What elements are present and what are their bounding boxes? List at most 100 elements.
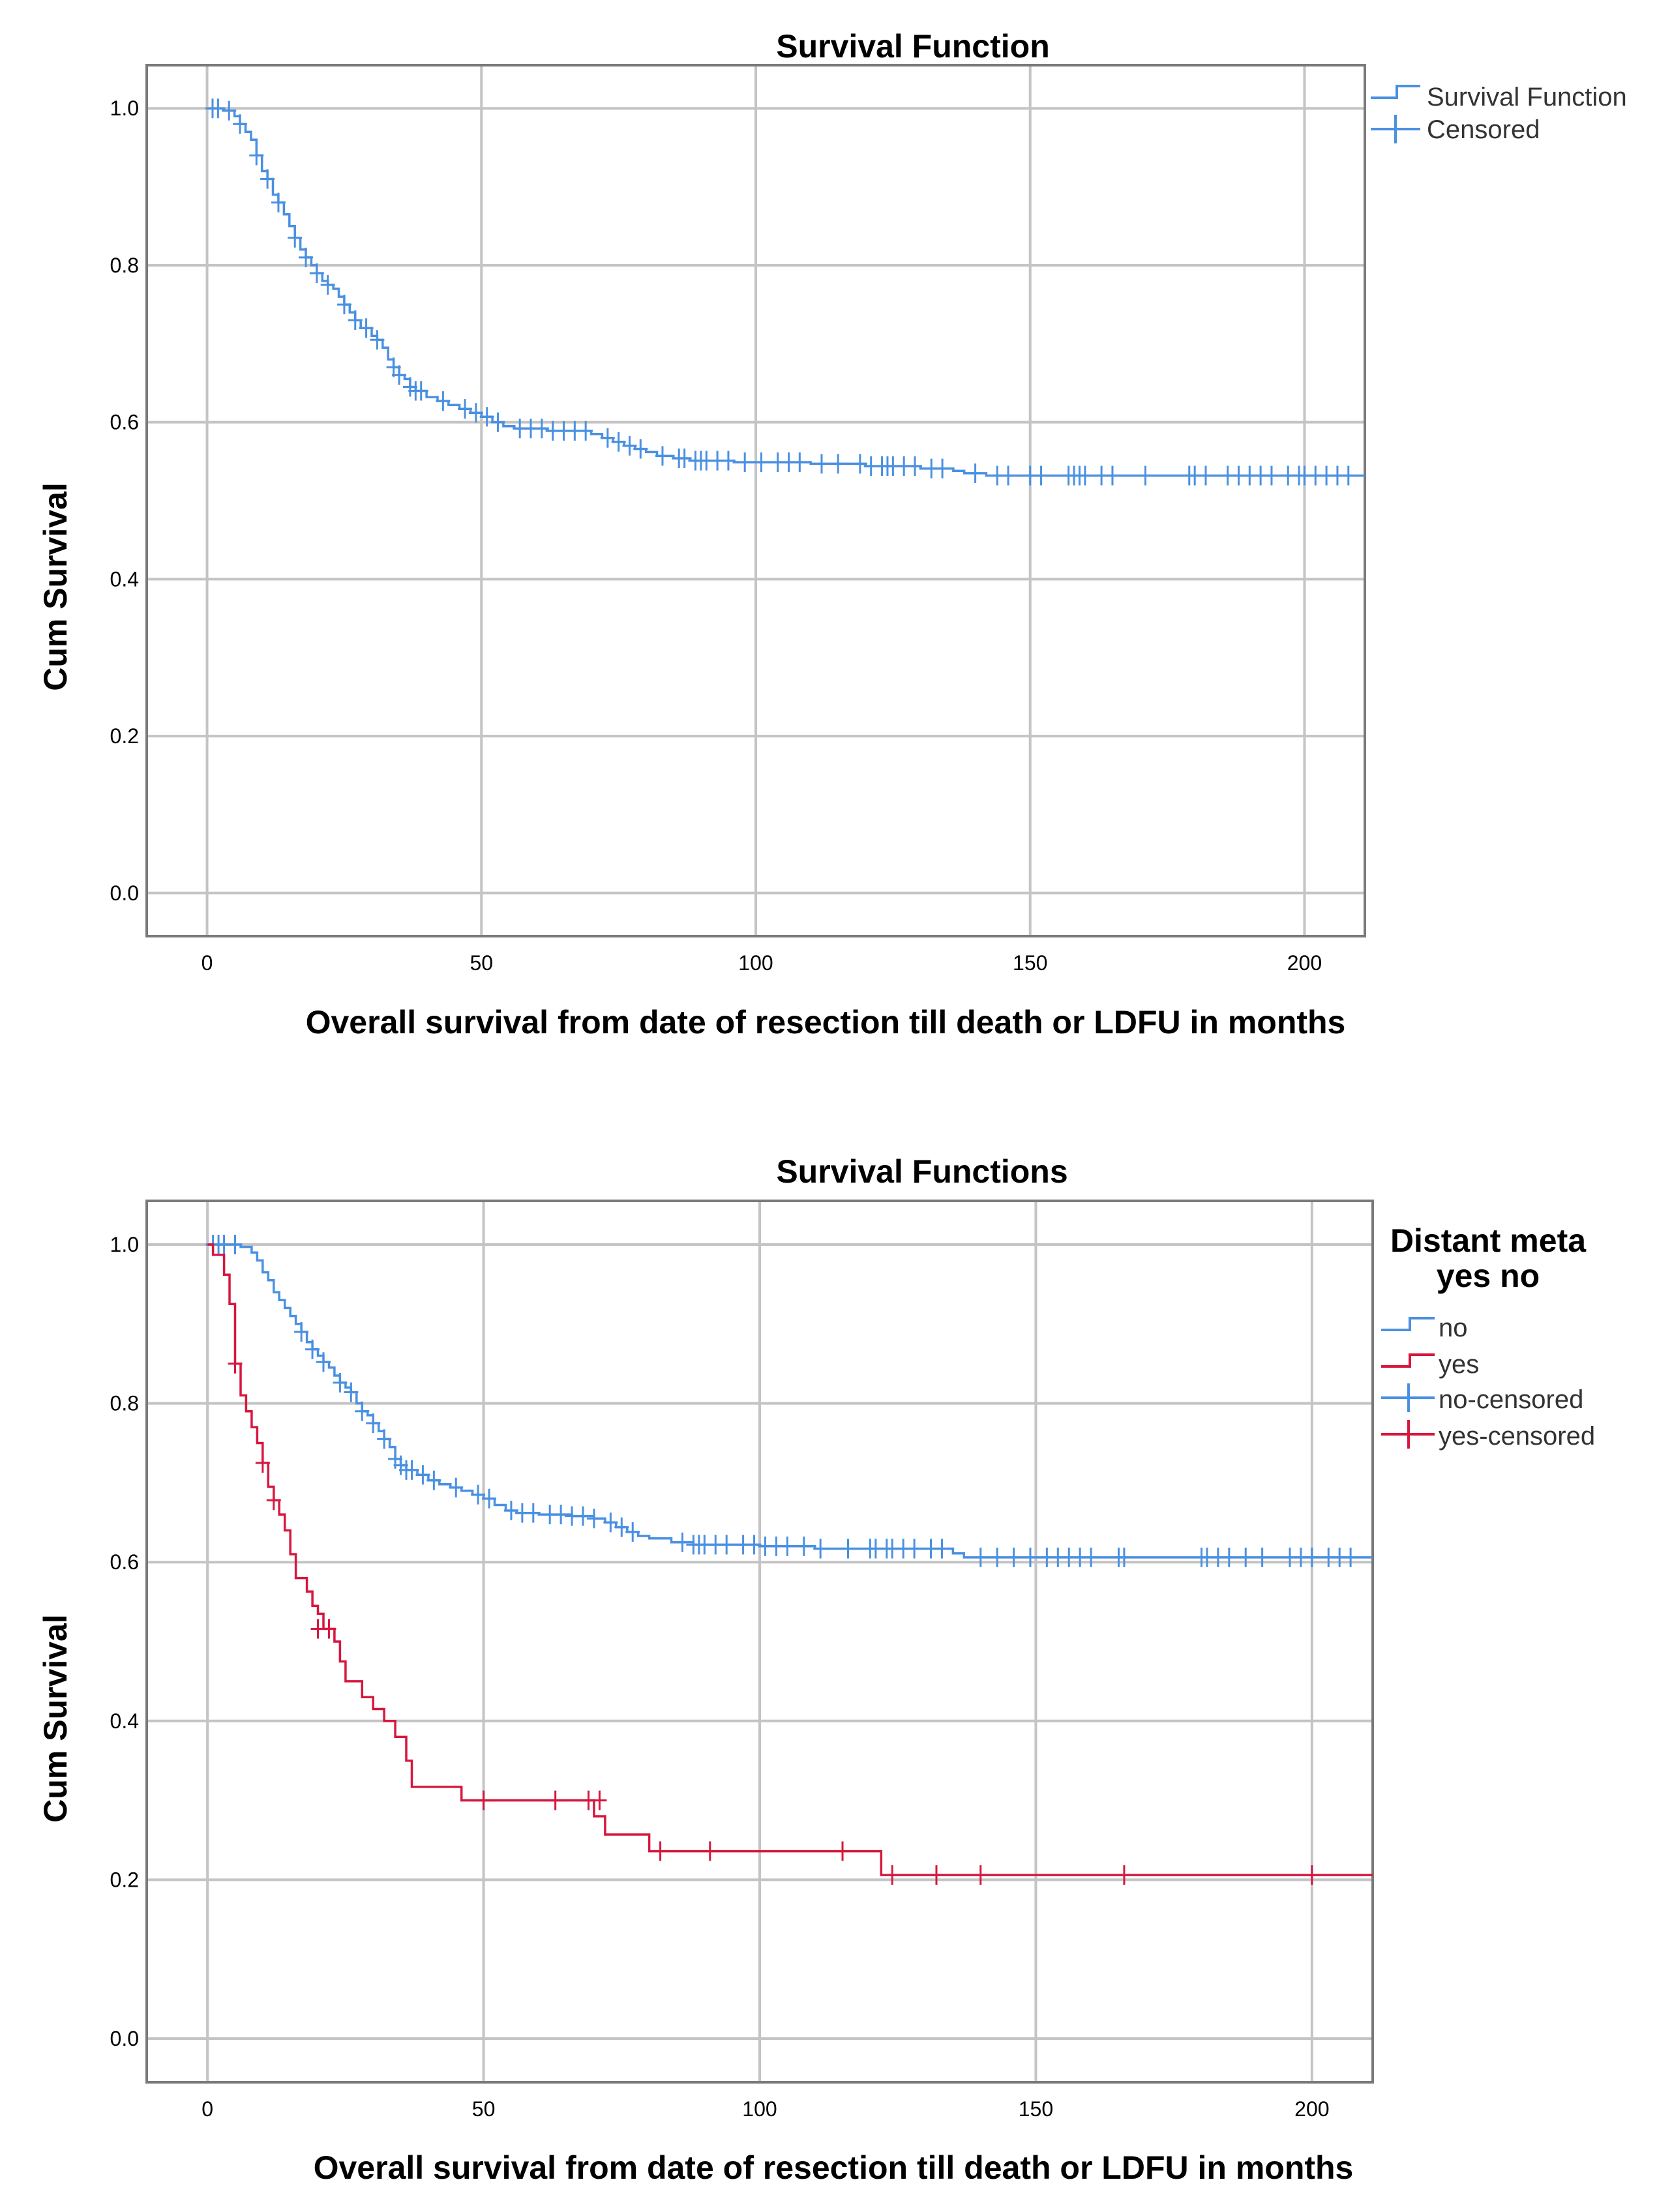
legend-label: Censored (1427, 115, 1540, 144)
legend-label: no (1439, 1314, 1468, 1342)
y-tick-label: 0.4 (110, 1709, 139, 1733)
legend-entry-yes: yes (1381, 1350, 1479, 1379)
censor-mark (294, 1321, 309, 1342)
censor-mark (348, 310, 363, 331)
censor-mark (288, 228, 303, 248)
x-ticks: 0 50 100 150 200 (202, 2097, 1329, 2121)
censor-mark (1198, 465, 1213, 486)
censor-mark (548, 1790, 563, 1810)
x-axis-label: Overall survival from date of resection … (314, 2149, 1354, 2186)
censor-mark (359, 318, 374, 338)
censor-mark (476, 1790, 491, 1810)
censor-mark (471, 1484, 486, 1505)
grid (147, 65, 1365, 936)
censor-mark (316, 1352, 331, 1372)
censor-mark (814, 454, 829, 474)
x-ticks: 0 50 100 150 200 (202, 951, 1322, 975)
y-tick-label: 0.2 (110, 724, 139, 748)
x-tick-label: 150 (1019, 2097, 1053, 2121)
censor-mark (255, 1453, 270, 1473)
censor-mark (266, 1490, 281, 1511)
legend-entry-yes-censored: yes-censored (1381, 1420, 1595, 1451)
censor-mark (885, 1865, 900, 1885)
censor-mark (1221, 1547, 1236, 1567)
legend-step-icon (1381, 1317, 1435, 1331)
censor-mark (415, 1465, 430, 1485)
series-no (205, 1234, 1373, 1567)
censor-mark (611, 432, 626, 452)
censor-mark (1304, 1547, 1319, 1567)
censor-mark (534, 419, 549, 439)
censor-mark (336, 295, 351, 315)
censor-mark (370, 330, 385, 350)
censor-mark (1077, 465, 1092, 486)
censor-mark (1238, 1547, 1253, 1567)
censor-mark (305, 1339, 320, 1359)
series-layer (205, 98, 1365, 486)
censor-mark (907, 1539, 922, 1559)
censor-mark (633, 439, 648, 459)
censor-mark (320, 275, 335, 295)
censor-mark (603, 1512, 618, 1533)
censor-mark (1341, 465, 1356, 486)
censor-mark (526, 1503, 541, 1523)
censor-mark (576, 1506, 591, 1526)
y-tick-label: 1.0 (110, 96, 139, 120)
censor-mark (792, 452, 807, 473)
legend: Distant meta yes no no yes no-censored y… (1381, 1222, 1595, 1451)
legend-entry-no-censored: no-censored (1381, 1383, 1583, 1414)
legend-label: Survival Function (1427, 83, 1627, 111)
x-tick-label: 100 (742, 2097, 777, 2121)
y-tick-label: 0.2 (110, 1868, 139, 1891)
censor-mark (458, 399, 473, 419)
legend-cross-icon (1381, 1383, 1435, 1412)
y-tick-label: 0.0 (110, 2027, 139, 2050)
censor-mark (1255, 1547, 1270, 1567)
y-tick-label: 0.6 (110, 1550, 139, 1574)
legend-title: Distant meta (1390, 1222, 1587, 1259)
y-tick-label: 1.0 (110, 1233, 139, 1256)
censor-mark (934, 1539, 949, 1559)
chart-survival-by-distant-meta: Survival Functions Cum Survival Overall … (37, 1153, 1595, 2186)
censor-mark (747, 1535, 762, 1555)
y-axis-label: Cum Survival (37, 482, 74, 691)
censor-mark (1264, 465, 1279, 486)
censor-mark (719, 1535, 734, 1555)
legend-label: yes-censored (1439, 1422, 1595, 1451)
x-tick-label: 0 (202, 2097, 213, 2121)
censor-mark (503, 1501, 518, 1521)
censor-mark (721, 450, 736, 471)
censor-mark (249, 145, 264, 166)
censor-mark (1116, 1865, 1131, 1885)
censor-mark (968, 463, 983, 483)
censor-mark (578, 420, 593, 441)
legend-cross-icon (1381, 1420, 1435, 1449)
legend-label: yes (1439, 1350, 1479, 1379)
x-axis-label: Overall survival from date of resection … (306, 1004, 1346, 1040)
censor-mark (935, 458, 950, 479)
censor-mark (1138, 465, 1153, 486)
censor-mark (614, 1517, 629, 1537)
censor-mark (835, 1841, 850, 1861)
legend-step-icon (1381, 1353, 1435, 1368)
censor-mark (482, 1488, 497, 1509)
x-tick-label: 150 (1013, 951, 1047, 975)
censor-mark (392, 365, 407, 385)
chart-title: Survival Functions (776, 1153, 1067, 1190)
censor-mark (1304, 1865, 1319, 1885)
censor-mark (490, 412, 505, 432)
y-ticks: 0.0 0.2 0.4 0.6 0.8 1.0 (110, 1233, 139, 2050)
censor-mark (468, 403, 483, 423)
legend-step-icon (1371, 85, 1420, 99)
censor-mark (841, 1539, 856, 1559)
censor-mark (233, 114, 248, 134)
censor-mark (702, 1841, 717, 1861)
series-Survival Function (205, 98, 1365, 486)
censor-mark (1034, 465, 1049, 486)
legend: Survival Function Censored (1371, 83, 1627, 144)
censor-mark (625, 1522, 640, 1542)
censor-mark (738, 452, 753, 473)
censor-mark (366, 1413, 381, 1434)
x-tick-label: 200 (1294, 2097, 1329, 2121)
x-tick-label: 50 (470, 951, 493, 975)
